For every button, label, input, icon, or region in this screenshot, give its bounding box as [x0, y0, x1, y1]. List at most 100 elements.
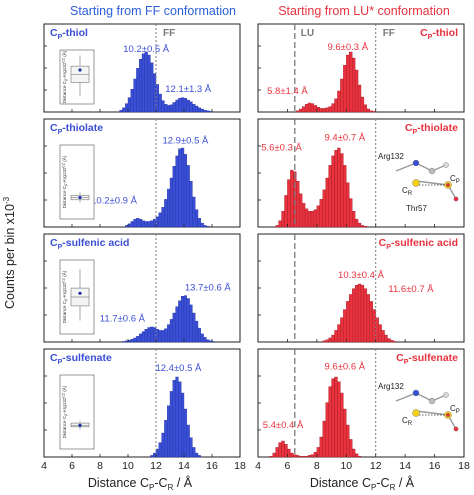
molecule-label: Arg132: [378, 152, 404, 161]
molecule-atom: [412, 159, 420, 167]
histogram-bar: [158, 93, 162, 113]
histogram-bar: [325, 339, 329, 343]
histogram-bar: [340, 392, 344, 458]
inset-axis-label-text: Distance Cβ-Arg132CZ (Å): [61, 385, 68, 438]
histogram-bar: [340, 317, 344, 343]
histogram-bar: [313, 105, 318, 113]
inset-mean-dot: [78, 68, 82, 72]
panel-right-sulfenic: CP-sulfenic acid 10.3±0.4 Å11.6±0.7 Å: [257, 233, 465, 343]
histogram-bar: [351, 288, 356, 343]
molecule-cr-main: C: [402, 186, 408, 195]
molecule-bond: [415, 180, 449, 186]
histogram-bar: [175, 306, 179, 343]
histogram-bar: [175, 376, 179, 458]
header-right: Starting from LU* conformation: [278, 4, 450, 18]
histogram-bar: [209, 111, 213, 113]
histogram-bar: [175, 155, 179, 228]
histogram-bar: [186, 99, 190, 113]
histogram-bar: [125, 225, 129, 228]
histogram-bar: [313, 452, 318, 458]
histogram-bar: [167, 405, 171, 458]
inset-label-a: Distance C: [62, 300, 67, 323]
histogram-bar: [372, 111, 376, 113]
inset-mean-dot: [78, 195, 82, 200]
histogram-bar: [337, 324, 341, 343]
histogram-bar: [127, 223, 131, 228]
peak-annotation: 12.9±0.5 Å: [162, 136, 209, 147]
histogram-bar: [340, 78, 344, 113]
histogram-bar: [363, 104, 368, 113]
histogram-bar: [334, 330, 338, 343]
histogram-bar: [172, 380, 176, 458]
histogram-bar: [360, 96, 365, 113]
histogram-bar: [325, 402, 329, 458]
histogram-bar: [351, 211, 356, 228]
histogram-bar: [296, 181, 300, 228]
histogram-bar: [354, 453, 359, 458]
molecule-cr-sub: R: [408, 421, 413, 427]
histogram-bar: [287, 448, 291, 458]
panel-title-rest: -thiol: [432, 27, 458, 39]
histogram-bar: [281, 440, 285, 458]
histogram-bar: [158, 330, 162, 343]
panel-title-main: C: [420, 27, 428, 39]
panel-title-rest: -sulfenic acid: [391, 237, 458, 249]
panel-title-sub: P: [412, 129, 417, 136]
histogram-bar: [122, 341, 126, 343]
histogram-bar: [178, 148, 182, 228]
histogram-bar: [328, 165, 332, 228]
histogram-bar: [299, 108, 303, 113]
histogram-bar: [130, 221, 134, 228]
histogram-bar: [127, 97, 131, 113]
histogram-bar: [287, 179, 291, 228]
x-axis-label-right: Distance CP-CR / Å: [310, 475, 415, 492]
histogram-bar: [192, 312, 196, 343]
molecule-cp-sub: P: [456, 179, 460, 185]
peak-annotation: 9.6±0.3 Å: [327, 42, 368, 53]
histogram-bar: [272, 452, 276, 458]
reference-line-label: LU: [301, 28, 314, 39]
histogram-bar: [164, 420, 168, 458]
histogram-bar: [183, 295, 187, 343]
histogram-bar: [325, 177, 329, 228]
x-axis-label-left-c: / Å: [173, 475, 192, 490]
histogram-bar: [337, 147, 341, 228]
histogram-bar: [393, 341, 397, 343]
histogram-bar: [284, 444, 288, 458]
histogram-bar: [178, 300, 182, 343]
histogram-bar: [195, 209, 199, 228]
molecule-label-cp: CP: [450, 404, 460, 415]
inset-axis-label-text: Distance Cβ-Arg132CZ (Å): [61, 155, 68, 208]
histogram-bar: [192, 104, 196, 113]
histogram-bar: [192, 447, 196, 458]
histogram-bar: [181, 147, 185, 228]
histogram-bar: [390, 340, 394, 343]
histogram-bar: [172, 312, 176, 343]
peak-annotation: 13.7±0.6 Å: [185, 283, 232, 294]
histogram-bar: [357, 456, 362, 458]
inset-label-c: (Å): [61, 385, 67, 393]
histogram-bar: [331, 334, 335, 343]
molecule-bond: [395, 162, 417, 172]
panel-title-sub: P: [386, 244, 391, 251]
panel-title-rest: -thiolate: [62, 122, 103, 134]
histogram-bar: [141, 331, 145, 343]
panel-left-sulfenate: CP-sulfenate 12.4±0.5 Å 4 6 8 10 12 14 16 18 Dista…: [41, 348, 246, 472]
panel-title-main: C: [379, 237, 387, 249]
histogram-bar: [349, 439, 353, 458]
peak-annotation: 11.6±0.7 Å: [388, 284, 434, 295]
histogram-bar: [322, 340, 326, 343]
histogram-bar: [139, 218, 143, 228]
molecule-cp-main: C: [450, 404, 456, 413]
histogram-bar: [144, 51, 148, 113]
histogram-bar: [278, 220, 282, 228]
histogram-bar: [136, 68, 140, 113]
peak-annotation: 5.8±1.4 Å: [267, 86, 308, 97]
svg-text:Counts per bin x10-3: Counts per bin x10-3: [2, 196, 17, 309]
histogram-bar: [125, 340, 129, 343]
histogram-bar: [319, 436, 323, 458]
y-axis-label-sup: -3: [2, 196, 11, 204]
histogram-bar: [269, 456, 273, 458]
